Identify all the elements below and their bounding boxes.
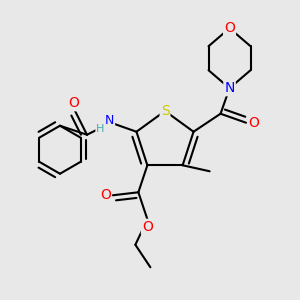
Text: N: N xyxy=(105,114,114,127)
Text: S: S xyxy=(160,104,169,118)
Text: O: O xyxy=(142,220,153,234)
Text: H: H xyxy=(96,124,105,134)
Text: N: N xyxy=(224,81,235,95)
Text: O: O xyxy=(100,188,111,202)
Text: O: O xyxy=(68,96,79,110)
Text: O: O xyxy=(248,116,259,130)
Text: O: O xyxy=(224,21,235,35)
